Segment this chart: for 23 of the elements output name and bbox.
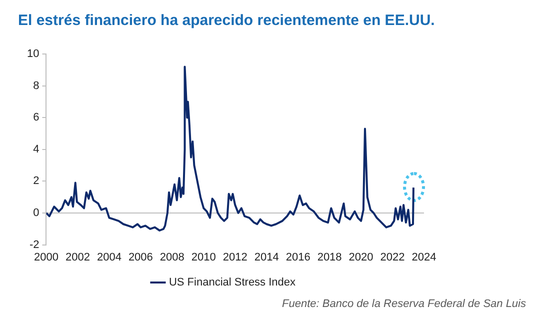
- y-tick-label: 2: [33, 175, 40, 188]
- x-tick-label: 2002: [65, 251, 90, 264]
- x-tick-label: 2014: [254, 251, 279, 264]
- y-tick-label: 6: [33, 112, 40, 124]
- x-tick-label: 2010: [191, 251, 216, 264]
- x-tick-label: 2004: [96, 251, 122, 264]
- y-tick-label: 4: [33, 143, 40, 156]
- x-tick-label: 2022: [380, 251, 405, 264]
- x-tick-label: 2024: [412, 251, 436, 264]
- y-tick-label: 8: [33, 80, 40, 92]
- x-tick-label: 2018: [317, 251, 342, 264]
- y-tick-label: 0: [33, 207, 40, 220]
- chart-title: El estrés financiero ha aparecido recientemente en EE.UU.: [18, 12, 435, 29]
- x-tick-label: 2008: [160, 251, 184, 264]
- x-tick-label: 2016: [286, 251, 310, 264]
- x-tick-label: 2006: [128, 251, 153, 264]
- x-tick-label: 2020: [348, 251, 374, 264]
- y-tick-label: 10: [26, 48, 40, 60]
- source-note: Fuente: Banco de la Reserva Federal de San Luis: [282, 298, 526, 310]
- legend-label: US Financial Stress Index: [168, 276, 296, 289]
- y-tick-label: -2: [29, 238, 40, 251]
- x-tick-label: 2000: [34, 251, 58, 264]
- x-tick-label: 2012: [222, 251, 248, 264]
